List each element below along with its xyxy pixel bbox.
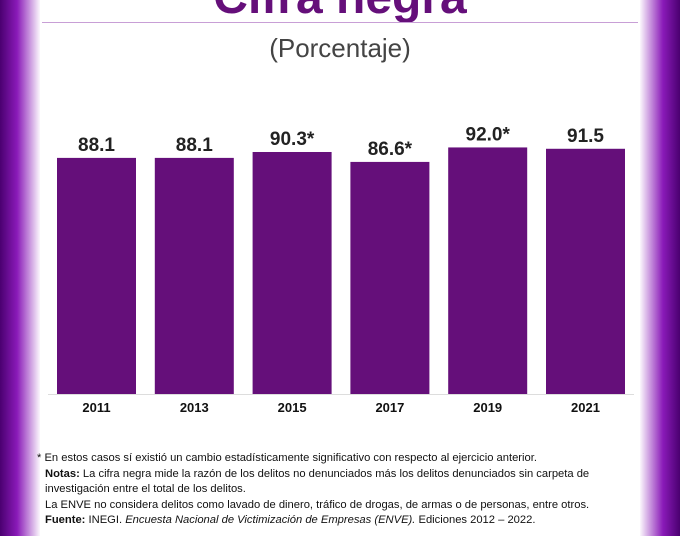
notas-note: Notas: La cifra negra mide la razón de l… <box>37 467 647 498</box>
x-tick-label-2015: 2015 <box>278 400 307 415</box>
bar-2021 <box>546 148 625 394</box>
x-tick-label-2011: 2011 <box>82 400 110 415</box>
x-tick-label-2019: 2019 <box>473 400 502 415</box>
x-tick-label-2013: 2013 <box>180 400 209 415</box>
fuente-label: Fuente: <box>45 514 86 526</box>
bar-2015 <box>252 151 332 394</box>
data-label-2017: 86.6* <box>368 139 413 160</box>
chart-panel <box>40 0 640 536</box>
data-label-2021: 91.5 <box>567 126 604 147</box>
fuente-title: Encuesta Nacional de Victimización de Em… <box>125 514 416 526</box>
x-tick-labels: 2011 2013 2015 2017 2019 2021 <box>82 400 600 415</box>
data-label-2011: 88.1 <box>78 135 115 156</box>
page-subtitle: (Porcentaje) <box>269 33 411 63</box>
x-tick-label-2021: 2021 <box>571 400 600 415</box>
page-title: Cifra negra <box>0 0 680 22</box>
bar-2013 <box>154 157 234 394</box>
data-label-2013: 88.1 <box>176 135 213 156</box>
bar-chart: 2011 2013 2015 2017 2019 2021 88.1 88.1 90.3* 86… <box>48 124 634 415</box>
notas-text: La cifra negra mide la razón de los deli… <box>45 467 590 496</box>
data-label-2019: 92.0* <box>466 124 511 145</box>
data-labels: 88.1 88.1 90.3* 86.6* 92.0* 91.5 <box>78 124 604 159</box>
title-divider <box>42 22 638 23</box>
notas-label: Notas: <box>45 467 80 480</box>
enve-note: La ENVE no considera delitos como lavado… <box>45 498 590 511</box>
fuente-note: Fuente: INEGI. Encuesta Nacional de Vict… <box>37 513 647 529</box>
asterisk-note: * En estos casos sí existió un cambio es… <box>37 452 537 464</box>
bar-2017 <box>350 161 430 394</box>
data-label-2015: 90.3* <box>270 129 315 150</box>
footnotes: * En estos casos sí existió un cambio es… <box>37 451 647 529</box>
x-tick-label-2017: 2017 <box>375 400 404 415</box>
fuente-org: INEGI. <box>88 514 123 526</box>
bar-2011 <box>57 157 136 394</box>
bar-2019 <box>448 147 528 394</box>
fuente-editions: Ediciones 2012 – 2022. <box>418 514 536 526</box>
bar-group <box>57 147 625 394</box>
